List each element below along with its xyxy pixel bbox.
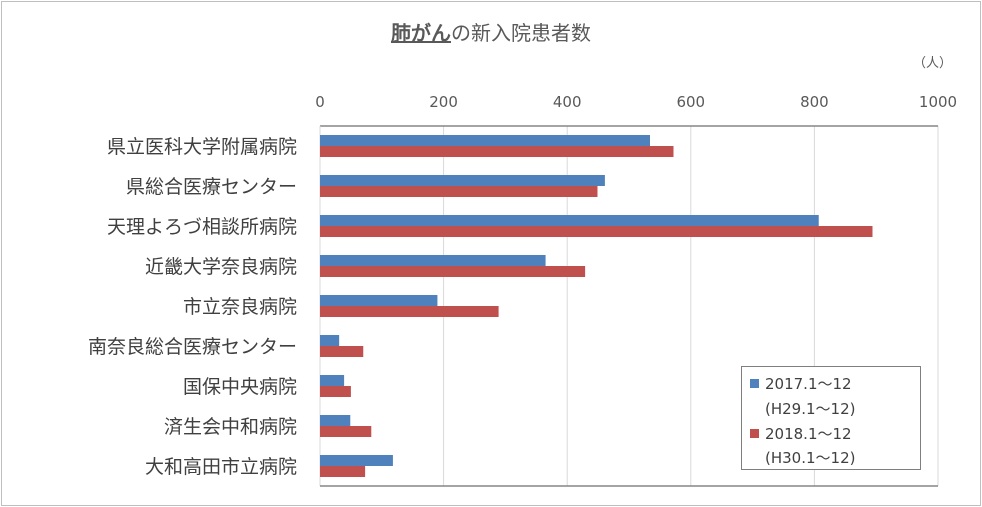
x-tick-label: 400 <box>553 93 582 111</box>
legend-item-2017: 2017.1～12 <box>750 373 852 394</box>
x-tick-label: 800 <box>800 93 829 111</box>
category-label: 大和高田市立病院 <box>145 456 297 478</box>
legend-sub-2018: (H30.1～12) <box>765 449 856 467</box>
category-label: 県立医科大学附属病院 <box>107 136 297 158</box>
legend-sub-2017: (H29.1～12) <box>765 400 856 418</box>
bar-2018 <box>320 146 674 157</box>
bar-2017 <box>320 455 393 466</box>
legend-label: 2018.1～12 <box>765 425 852 443</box>
bar-2018 <box>320 466 366 477</box>
bar-2017 <box>320 375 345 386</box>
bar-2018 <box>320 226 873 237</box>
bar-2018 <box>320 386 351 397</box>
category-label: 南奈良総合医療センター <box>88 336 297 358</box>
bar-2017 <box>320 175 605 186</box>
legend-swatch <box>750 379 759 388</box>
title-emphasis: 肺がん <box>391 21 451 45</box>
bar-2017 <box>320 215 819 226</box>
category-label: 近畿大学奈良病院 <box>145 256 297 278</box>
bar-2017 <box>320 135 651 146</box>
x-tick-label: 1000 <box>919 93 957 111</box>
bar-2017 <box>320 335 340 346</box>
bar-2018 <box>320 346 364 357</box>
category-label: 天理よろづ相談所病院 <box>107 216 297 238</box>
bar-2018 <box>320 426 372 437</box>
bar-2018 <box>320 306 499 317</box>
bar-2018 <box>320 186 598 197</box>
x-tick-label: 600 <box>676 93 705 111</box>
legend: 2017.1～12 (H29.1～12) 2018.1～12 (H30.1～12… <box>741 366 921 470</box>
category-label: 市立奈良病院 <box>183 296 297 318</box>
bar-2017 <box>320 415 351 426</box>
category-label: 済生会中和病院 <box>164 416 297 438</box>
legend-label: 2017.1～12 <box>765 375 852 393</box>
x-tick-label: 0 <box>315 93 325 111</box>
legend-item-2018: 2018.1～12 <box>750 423 852 444</box>
category-label: 県総合医療センター <box>126 176 297 198</box>
category-label: 国保中央病院 <box>183 376 297 398</box>
chart-title: 肺がんの新入院患者数 <box>0 17 982 46</box>
unit-label: （人） <box>912 56 952 71</box>
bar-2017 <box>320 255 546 266</box>
title-rest: の新入院患者数 <box>451 21 591 45</box>
legend-swatch <box>750 429 759 438</box>
x-tick-label: 200 <box>429 93 458 111</box>
bar-2018 <box>320 266 586 277</box>
bar-2017 <box>320 295 438 306</box>
